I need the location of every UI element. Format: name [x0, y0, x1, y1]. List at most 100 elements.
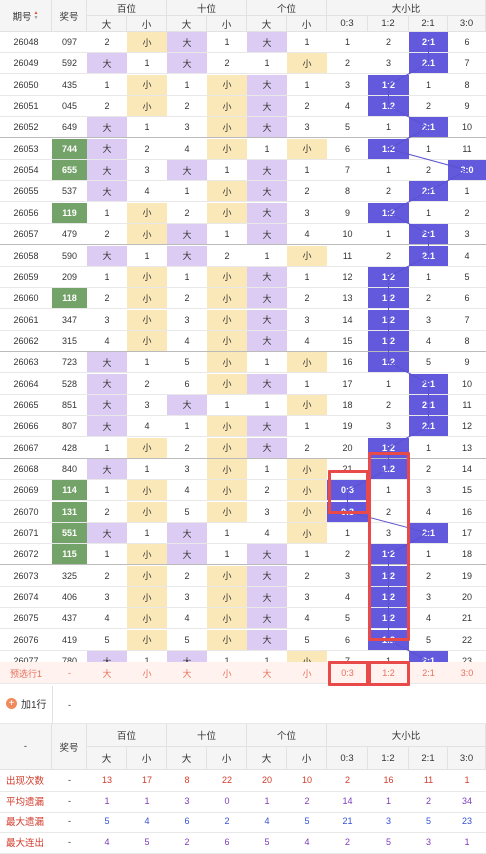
- big-cell: 1: [184, 271, 190, 282]
- sort-icon[interactable]: ▲ ▼: [33, 9, 39, 21]
- big-cell: 大: [247, 416, 287, 437]
- add-row-label: 加1行: [21, 700, 47, 711]
- issue-cell: 26075: [13, 613, 39, 624]
- small-cell: 小: [207, 288, 247, 309]
- predict-number[interactable]: -: [68, 668, 71, 678]
- small-cell: 1: [224, 37, 230, 47]
- table-row: 26069 114 1 小 4 小 2 小 0:3 1 3 15: [0, 480, 486, 502]
- big-cell: 大: [87, 394, 127, 415]
- big-cell: 大: [247, 437, 287, 458]
- stats-bai-header: 百位: [87, 724, 167, 747]
- ratio-cell: 2:1: [409, 32, 448, 52]
- plus-icon: +: [6, 698, 17, 709]
- predict-cell[interactable]: 3:0: [460, 668, 474, 678]
- ratio-cell: 7: [464, 314, 470, 325]
- table-row: 26060 118 2 小 2 小大 2 13 1:2 2 6: [0, 288, 486, 310]
- predict-cell[interactable]: 1:2: [382, 668, 395, 678]
- stats-value: 17: [141, 775, 152, 785]
- stats-row: 平均遗漏 - 1 1 3 0 1 2 14 1 2 34: [0, 791, 486, 813]
- big-cell: 1: [264, 250, 270, 261]
- small-cell: 2: [304, 442, 310, 453]
- stats-value: 22: [221, 775, 232, 785]
- ratio-cell: 2: [344, 58, 350, 69]
- sub-header-7: 1:2: [368, 747, 409, 770]
- sub-header-4: 大: [247, 747, 287, 770]
- small-cell: 1: [304, 79, 310, 90]
- table-row: 26065 851 大 3 大 1 1 小 18 2 2:1 11: [0, 394, 486, 416]
- predict-cell[interactable]: 0:3: [341, 668, 354, 678]
- predict-cell[interactable]: 大: [182, 668, 192, 679]
- big-cell: 3: [184, 464, 190, 474]
- predict-row[interactable]: 预选行1 - 大 小 大 小 大 小 0:3 1:2 2:1 3:0: [0, 662, 486, 684]
- ratio-cell: 2:1: [409, 245, 448, 266]
- table-row: 26048 097 2 小大 1 大 1 1 2 2:1 6: [0, 32, 486, 53]
- small-cell: 小: [207, 480, 247, 501]
- big-cell: 2: [104, 101, 110, 112]
- issue-cell: 26051: [13, 101, 39, 112]
- ratio-cell: 14: [342, 314, 353, 325]
- predict-cell[interactable]: 小: [142, 668, 152, 679]
- predict-cell[interactable]: 大: [262, 668, 272, 679]
- big-cell: 4: [104, 335, 110, 346]
- ratio-cell: 11: [462, 399, 472, 410]
- big-cell: 大: [167, 32, 207, 52]
- big-cell: 1: [247, 651, 287, 671]
- issue-cell: 26052: [13, 122, 39, 133]
- ratio-cell: 1: [425, 207, 431, 218]
- small-cell: 小: [207, 96, 247, 117]
- small-cell: 小: [127, 309, 167, 330]
- small-cell: 小: [127, 266, 167, 287]
- ratio-cell: 6: [344, 634, 350, 645]
- big-cell: 大: [247, 74, 287, 95]
- small-cell: 3: [144, 165, 150, 176]
- issue-cell: 26077: [0, 651, 52, 671]
- big-cell: 大: [247, 288, 287, 309]
- predict-cell[interactable]: 2:1: [422, 668, 435, 678]
- small-cell: 小: [127, 629, 167, 650]
- number-cell: 114: [52, 480, 87, 501]
- issue-cell: 26048: [13, 37, 39, 47]
- predict-cell[interactable]: 小: [222, 668, 232, 679]
- number-cell: 479: [61, 229, 78, 240]
- ratio-cell: 4: [425, 335, 431, 346]
- ratio-cell: 17: [461, 528, 472, 539]
- stats-row: 最大遗漏 - 5 4 6 2 4 5 21 3 5 23: [0, 811, 486, 833]
- add-row-button[interactable]: + 加1行: [6, 696, 47, 711]
- stats-value: 4: [104, 836, 110, 847]
- stats-value: 4: [264, 816, 270, 826]
- stats-value: 0: [224, 795, 230, 806]
- ratio-cell: 11: [462, 143, 472, 154]
- small-cell: 4: [304, 613, 310, 624]
- small-cell: 小: [127, 32, 167, 52]
- small-cell: 5: [304, 634, 310, 645]
- small-cell: 小: [127, 587, 167, 608]
- issue-cell: 26062: [13, 335, 39, 346]
- issue-header[interactable]: 期号 ▲ ▼: [0, 0, 52, 32]
- big-cell: 大: [87, 160, 127, 181]
- stats-value: 11: [423, 775, 434, 785]
- small-cell: 小: [207, 629, 247, 650]
- big-cell: 大: [87, 138, 127, 159]
- issue-cell: 26076: [13, 634, 39, 645]
- big-cell: 2: [104, 506, 110, 517]
- sub-header-3: 小: [207, 747, 247, 770]
- ratio-cell: 10: [461, 378, 472, 389]
- ratio-cell: 10: [342, 229, 353, 240]
- ratio-cell: 4: [425, 613, 431, 624]
- table-row: 26051 045 2 小 2 小大 2 4 1:2 2 9: [0, 96, 486, 118]
- ratio-cell: 2: [425, 293, 431, 304]
- predict-cell[interactable]: 小: [302, 668, 312, 679]
- stats-value: 2: [425, 795, 431, 806]
- small-cell: 小: [287, 459, 327, 479]
- ratio-cell: 19: [461, 570, 472, 581]
- big-cell: 2: [184, 101, 190, 112]
- number-cell: 315: [61, 335, 78, 346]
- predict-label[interactable]: 预选行1: [9, 668, 42, 679]
- stats-value: 8: [184, 775, 190, 785]
- small-cell: 1: [304, 37, 310, 47]
- small-cell: 小: [207, 459, 247, 479]
- issue-cell: 26066: [13, 421, 39, 432]
- ratio-header: 大小比: [327, 0, 486, 16]
- predict-cell[interactable]: 大: [102, 668, 112, 679]
